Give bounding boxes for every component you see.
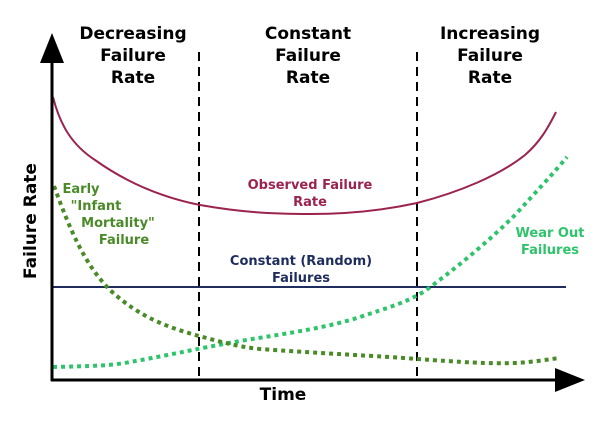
svg-text:Rate: Rate: [468, 68, 512, 88]
y-axis-label: Failure Rate: [21, 163, 41, 279]
svg-text:Rate: Rate: [111, 68, 155, 88]
svg-text:Constant (Random): Constant (Random): [230, 254, 372, 269]
svg-text:Rate: Rate: [286, 68, 330, 88]
svg-text:Failure: Failure: [100, 46, 166, 66]
svg-text:Early: Early: [63, 182, 101, 197]
svg-text:"Infant: "Infant: [71, 199, 122, 214]
svg-text:Rate: Rate: [293, 195, 327, 210]
svg-text:Observed Failure: Observed Failure: [248, 178, 373, 193]
svg-text:Failures: Failures: [521, 243, 579, 258]
wear-out-failures-curve: [52, 155, 569, 369]
region-header-constant: Constant Failure Rate: [265, 24, 351, 88]
constant-failures-label: Constant (Random) Failures: [230, 254, 372, 286]
svg-text:Failure: Failure: [275, 46, 341, 66]
svg-text:Failure: Failure: [99, 233, 149, 248]
observed-failure-rate-label: Observed Failure Rate: [248, 178, 373, 210]
wear-out-failures-label: Wear Out Failures: [516, 226, 585, 258]
svg-text:Mortality": Mortality": [81, 216, 155, 231]
early-infant-mortality-curve: [52, 185, 561, 366]
svg-text:Failure: Failure: [457, 46, 523, 66]
region-header-increasing: Increasing Failure Rate: [440, 24, 540, 88]
early-failure-label: Early "Infant Mortality" Failure: [63, 182, 155, 248]
svg-text:Constant: Constant: [265, 24, 351, 44]
observed-failure-rate-curve: [52, 96, 557, 216]
svg-text:Wear Out: Wear Out: [516, 226, 585, 241]
region-header-decreasing: Decreasing Failure Rate: [79, 24, 186, 88]
svg-text:Decreasing: Decreasing: [79, 24, 186, 44]
x-axis-label: Time: [260, 385, 307, 405]
svg-text:Increasing: Increasing: [440, 24, 540, 44]
svg-text:Failures: Failures: [272, 271, 330, 286]
